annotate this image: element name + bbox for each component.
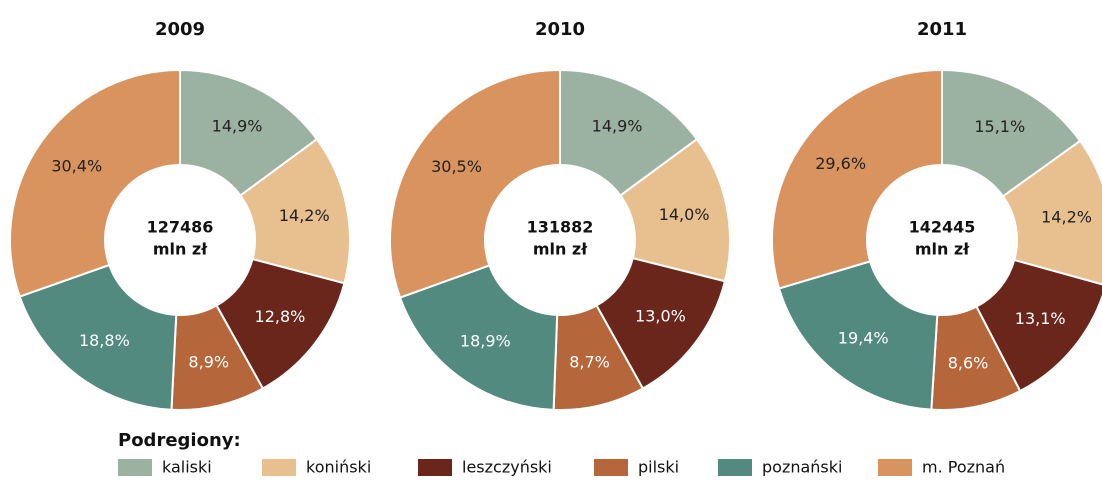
data-label: 8,9% bbox=[188, 353, 229, 372]
data-label: 13,0% bbox=[635, 306, 686, 325]
donut-slice bbox=[777, 260, 939, 411]
data-label: 30,5% bbox=[431, 157, 482, 176]
donut-slice bbox=[389, 68, 561, 299]
legend-swatch bbox=[418, 459, 452, 476]
chart-title: 2009 bbox=[155, 19, 205, 40]
data-label: 14,9% bbox=[592, 117, 643, 136]
center-unit: mln zł bbox=[153, 240, 208, 259]
legend-label: poznański bbox=[762, 458, 842, 477]
data-label: 14,0% bbox=[659, 205, 710, 224]
chart-title: 2010 bbox=[535, 19, 585, 40]
center-total: 142445 bbox=[909, 218, 976, 237]
data-label: 13,1% bbox=[1015, 309, 1066, 328]
data-label: 8,6% bbox=[948, 353, 989, 372]
legend-label: leszczyński bbox=[462, 458, 552, 477]
center-unit: mln zł bbox=[533, 240, 588, 259]
data-label: 29,6% bbox=[815, 154, 866, 173]
legend-title: Podregiony: bbox=[118, 430, 241, 451]
center-unit: mln zł bbox=[915, 240, 970, 259]
donut-slice bbox=[771, 68, 943, 290]
legend-swatch bbox=[878, 459, 912, 476]
center-total: 127486 bbox=[147, 218, 214, 237]
legend-label: m. Poznań bbox=[922, 458, 1005, 477]
data-label: 19,4% bbox=[838, 328, 889, 347]
legend-label: kaliski bbox=[162, 458, 212, 477]
data-label: 30,4% bbox=[51, 156, 102, 175]
data-label: 18,8% bbox=[79, 331, 130, 350]
legend-swatch bbox=[718, 459, 752, 476]
donut-slice bbox=[398, 264, 559, 411]
data-label: 14,9% bbox=[212, 117, 263, 136]
chart-title: 2011 bbox=[917, 19, 967, 40]
donut-slice bbox=[1001, 139, 1102, 286]
center-total: 131882 bbox=[527, 218, 594, 237]
data-label: 14,2% bbox=[1041, 207, 1092, 226]
donut-slice bbox=[9, 68, 181, 298]
data-label: 14,2% bbox=[279, 206, 330, 225]
data-label: 8,7% bbox=[569, 353, 610, 372]
legend-swatch bbox=[118, 459, 152, 476]
legend-label: pilski bbox=[638, 458, 679, 477]
data-label: 18,9% bbox=[460, 332, 511, 351]
donut-slice bbox=[18, 263, 178, 411]
legend-swatch bbox=[262, 459, 296, 476]
data-label: 15,1% bbox=[974, 117, 1025, 136]
legend-swatch bbox=[594, 459, 628, 476]
legend-label: koniński bbox=[306, 458, 371, 477]
data-label: 12,8% bbox=[255, 307, 306, 326]
